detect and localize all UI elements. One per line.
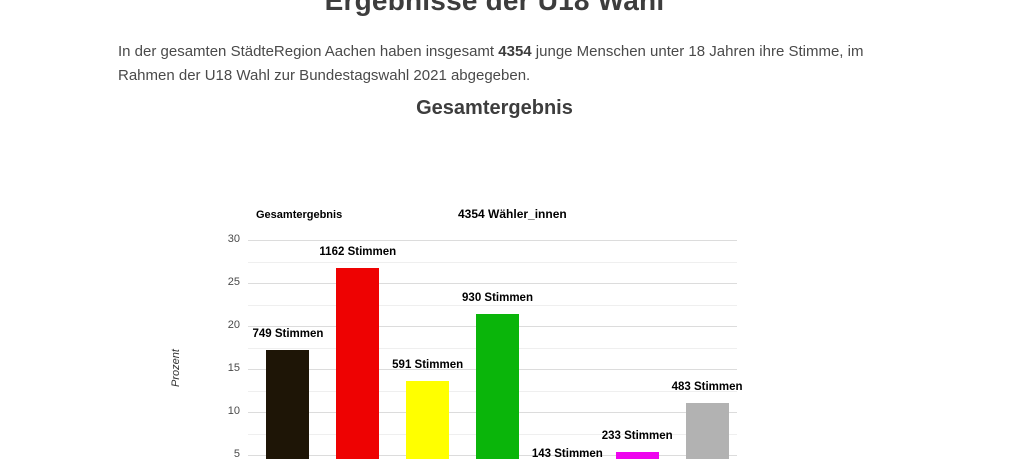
bar-label: 143 Stimmen: [531, 447, 603, 459]
y-axis-label: Prozent: [170, 349, 182, 387]
intro-paragraph: In der gesamten StädteRegion Aachen habe…: [118, 40, 866, 88]
bar: [266, 350, 310, 459]
y-tick-label: 15: [227, 362, 240, 374]
bar-label: 1162 Stimmen: [319, 246, 397, 259]
y-tick-label: 20: [227, 319, 240, 331]
bar: [685, 402, 729, 459]
y-tick-label: 5: [233, 448, 240, 459]
bar-label: 930 Stimmen: [462, 292, 533, 305]
bar-label: 233 Stimmen: [601, 429, 673, 442]
plot-area: 30 25 20 15 10 5 749 Stimmen 1162 Stimmen 591 St…: [228, 233, 743, 459]
bar-label: 749 Stimmen: [252, 328, 324, 341]
bar-label: 591 Stimmen: [392, 359, 464, 372]
chart-title: Gesamtergebnis: [256, 209, 343, 221]
bar: [476, 314, 519, 459]
chart-subtitle: 4354 Wähler_innen: [458, 207, 567, 221]
gridline: [248, 283, 737, 284]
gridline: [248, 240, 737, 241]
bar: [406, 381, 450, 459]
y-tick-label: 10: [227, 405, 240, 417]
content-column: Ergebnisse der U18 Wahl In der gesamten …: [118, 0, 871, 459]
bar: [336, 268, 380, 459]
section-heading: Gesamtergebnis: [416, 97, 573, 119]
intro-text-before: In der gesamten StädteRegion Aachen habe…: [118, 43, 499, 60]
bar-label: 483 Stimmen: [671, 380, 743, 393]
gridline: [248, 304, 737, 306]
gridline: [248, 261, 737, 263]
intro-text-after: junge Menschen unter 18 Jahren ihre Stim…: [118, 43, 864, 84]
y-tick-label: 25: [227, 276, 240, 288]
intro-total: 4354: [498, 43, 532, 60]
y-tick-label: 30: [227, 233, 240, 245]
bar: [615, 451, 659, 459]
page-title: Ergebnisse der U18 Wahl: [324, 0, 665, 16]
